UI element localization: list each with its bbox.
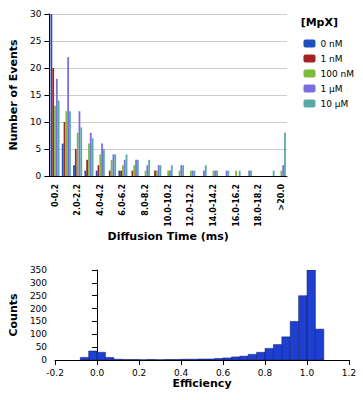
svg-text:1 μM: 1 μM xyxy=(320,84,342,94)
svg-text:250: 250 xyxy=(30,291,47,301)
svg-text:Diffusion Time (ms): Diffusion Time (ms) xyxy=(108,230,229,243)
svg-text:100 nM: 100 nM xyxy=(320,69,354,79)
svg-text:0.2: 0.2 xyxy=(132,368,146,378)
svg-text:4.0-4.2: 4.0-4.2 xyxy=(96,184,105,216)
svg-text:0-0.2: 0-0.2 xyxy=(51,184,60,207)
svg-text:10 μM: 10 μM xyxy=(320,99,348,109)
svg-text:15: 15 xyxy=(30,90,41,100)
svg-text:-0.2: -0.2 xyxy=(46,368,64,378)
svg-text:Counts: Counts xyxy=(7,293,20,337)
svg-text:300: 300 xyxy=(30,278,47,288)
svg-text:10.0-10.2: 10.0-10.2 xyxy=(164,184,173,227)
svg-text:30: 30 xyxy=(30,9,42,19)
svg-text:100: 100 xyxy=(30,329,47,339)
svg-text:20: 20 xyxy=(30,63,42,73)
svg-text:0.4: 0.4 xyxy=(174,368,189,378)
svg-text:10: 10 xyxy=(30,117,42,127)
svg-text:16.0-16.2: 16.0-16.2 xyxy=(232,184,241,227)
svg-text:Efficiency: Efficiency xyxy=(173,377,232,390)
svg-text:1 nM: 1 nM xyxy=(320,54,342,64)
svg-text:25: 25 xyxy=(30,36,41,46)
svg-text:0: 0 xyxy=(36,171,42,181)
svg-text:Number of Events: Number of Events xyxy=(7,39,20,150)
svg-text:0.0: 0.0 xyxy=(90,368,105,378)
svg-text:350: 350 xyxy=(30,265,47,275)
svg-text:6.0-6.2: 6.0-6.2 xyxy=(118,184,127,216)
svg-text:200: 200 xyxy=(30,304,47,314)
svg-text:5: 5 xyxy=(36,144,42,154)
svg-text:1.2: 1.2 xyxy=(342,368,356,378)
svg-text:0 nM: 0 nM xyxy=(320,39,342,49)
svg-text:12.0-12.2: 12.0-12.2 xyxy=(186,184,195,227)
svg-text:[MpX]: [MpX] xyxy=(301,16,338,29)
svg-text:150: 150 xyxy=(30,316,47,326)
svg-text:50: 50 xyxy=(36,342,48,352)
svg-text:1.0: 1.0 xyxy=(300,368,315,378)
svg-text:8.0-8.2: 8.0-8.2 xyxy=(141,184,150,216)
svg-text:0.8: 0.8 xyxy=(258,368,273,378)
svg-text:0: 0 xyxy=(41,355,47,365)
svg-text:14.0-14.2: 14.0-14.2 xyxy=(209,184,218,227)
svg-text:2.0-2.2: 2.0-2.2 xyxy=(73,184,82,216)
svg-text:18.0-18.2: 18.0-18.2 xyxy=(254,184,263,227)
svg-text:>20.0: >20.0 xyxy=(277,184,286,211)
svg-text:0.6: 0.6 xyxy=(216,368,231,378)
